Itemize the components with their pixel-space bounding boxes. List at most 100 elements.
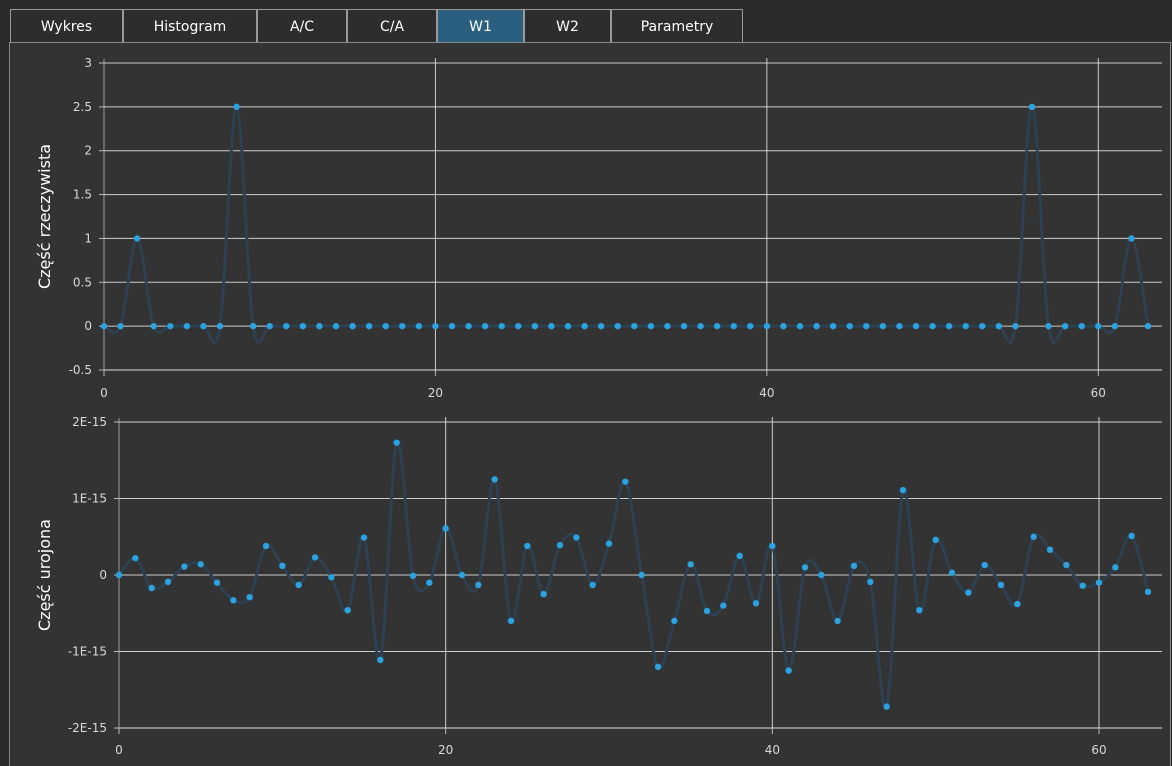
data-point [101, 323, 107, 329]
x-tick-label: 40 [765, 743, 780, 757]
data-point [349, 323, 355, 329]
data-point [648, 323, 654, 329]
data-point [655, 664, 661, 670]
data-point [1112, 564, 1118, 570]
x-tick-label: 20 [428, 386, 443, 400]
data-point [399, 323, 405, 329]
y-tick-label: 2E-15 [72, 415, 107, 429]
data-point [214, 579, 220, 585]
data-point [1029, 104, 1035, 110]
data-point [449, 323, 455, 329]
data-point [764, 323, 770, 329]
data-point [333, 323, 339, 329]
data-point [366, 323, 372, 329]
data-point [932, 537, 938, 543]
data-point [769, 543, 775, 549]
data-point [459, 572, 465, 578]
data-point [929, 323, 935, 329]
x-tick-label: 0 [100, 386, 108, 400]
data-point [785, 667, 791, 673]
data-point [316, 323, 322, 329]
data-point [416, 323, 422, 329]
y-tick-label: 1E-15 [72, 492, 107, 506]
data-point [344, 607, 350, 613]
y-tick-label: 0 [99, 568, 107, 582]
data-point [1012, 323, 1018, 329]
data-point [283, 323, 289, 329]
data-point [818, 572, 824, 578]
data-point [802, 564, 808, 570]
data-point [548, 323, 554, 329]
imag-chart: 2E-15 1E-15 0 -1E-15 -2E-15 0 20 40 60 Część uroj… [35, 415, 1162, 757]
y-tick-label: 1.5 [73, 188, 92, 202]
data-point [1062, 323, 1068, 329]
data-point [508, 618, 514, 624]
data-point [946, 323, 952, 329]
data-point [780, 323, 786, 329]
y-tick-label: -1E-15 [68, 645, 107, 659]
data-point [295, 582, 301, 588]
data-point [540, 591, 546, 597]
data-point [532, 323, 538, 329]
series-line [104, 107, 1148, 343]
data-point [834, 618, 840, 624]
x-tick-label: 60 [1091, 386, 1106, 400]
data-point [1063, 562, 1069, 568]
data-point [747, 323, 753, 329]
data-point [622, 478, 628, 484]
data-point [863, 323, 869, 329]
x-tick-label: 60 [1091, 743, 1106, 757]
data-point [589, 582, 595, 588]
data-point [117, 323, 123, 329]
data-point [181, 563, 187, 569]
data-point [681, 323, 687, 329]
data-point [279, 563, 285, 569]
data-point [720, 602, 726, 608]
data-point [1128, 533, 1134, 539]
data-point [631, 323, 637, 329]
data-point [687, 561, 693, 567]
data-point [979, 323, 985, 329]
data-point [900, 487, 906, 493]
data-point [598, 323, 604, 329]
data-point [1145, 589, 1151, 595]
data-point [704, 608, 710, 614]
data-point [1128, 235, 1134, 241]
data-point [1079, 583, 1085, 589]
x-tick-label: 0 [115, 743, 123, 757]
data-point [949, 570, 955, 576]
data-point [847, 323, 853, 329]
data-point [267, 323, 273, 329]
x-tick-label: 40 [759, 386, 774, 400]
data-point [1096, 579, 1102, 585]
data-point [1014, 601, 1020, 607]
data-point [965, 589, 971, 595]
data-point [246, 594, 252, 600]
data-point [377, 657, 383, 663]
data-point [963, 323, 969, 329]
y-axis-title: Część rzeczywista [35, 144, 54, 289]
data-point [753, 600, 759, 606]
data-point [736, 553, 742, 559]
data-point [913, 323, 919, 329]
data-point [813, 323, 819, 329]
data-point [916, 607, 922, 613]
data-point [615, 323, 621, 329]
data-point [328, 574, 334, 580]
y-tick-label: 0 [84, 319, 92, 333]
data-point [557, 542, 563, 548]
data-point [432, 323, 438, 329]
y-tick-label: 3 [84, 56, 92, 70]
y-tick-label: 0.5 [73, 275, 92, 289]
data-point [361, 534, 367, 540]
data-point [524, 543, 530, 549]
x-tick-label: 20 [438, 743, 453, 757]
data-point [996, 323, 1002, 329]
data-point [998, 582, 1004, 588]
data-point [851, 563, 857, 569]
data-point [233, 104, 239, 110]
y-tick-label: 2 [84, 144, 92, 158]
data-point [134, 235, 140, 241]
data-point [1047, 547, 1053, 553]
